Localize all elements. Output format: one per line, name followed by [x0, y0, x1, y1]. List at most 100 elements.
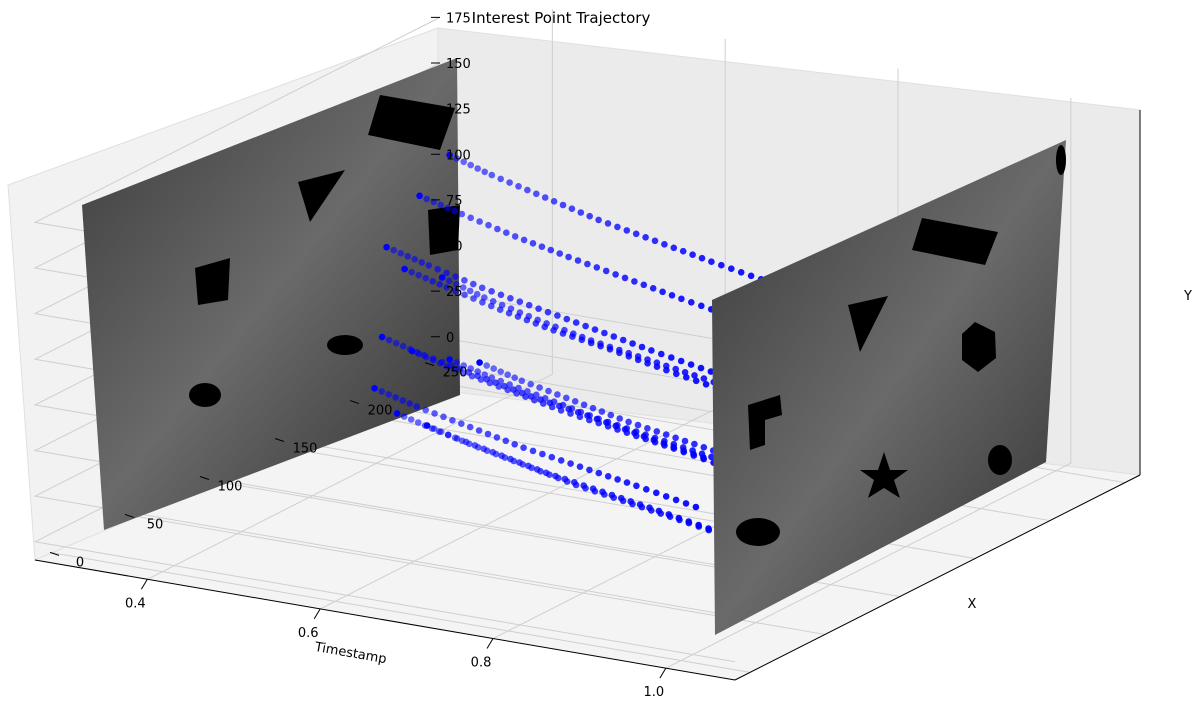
data-point — [642, 234, 649, 241]
data-point — [668, 354, 675, 361]
x-axis-label: X — [968, 597, 977, 612]
data-point — [423, 422, 431, 429]
data-point — [474, 444, 482, 451]
data-point — [606, 343, 614, 351]
data-point — [563, 315, 571, 323]
timestamp-tick — [313, 608, 321, 620]
data-point — [436, 359, 444, 367]
data-point — [548, 453, 556, 461]
data-point — [568, 405, 576, 412]
data-point — [657, 510, 664, 517]
data-point — [493, 434, 501, 441]
data-point — [572, 481, 580, 489]
data-point — [539, 450, 546, 458]
data-point — [670, 244, 678, 252]
data-point — [459, 284, 467, 291]
data-point — [612, 271, 619, 278]
data-point — [681, 437, 689, 445]
data-point — [577, 408, 585, 416]
data-point — [591, 326, 599, 333]
data-point — [602, 267, 610, 275]
data-point — [495, 383, 503, 390]
data-point — [700, 444, 708, 451]
data-point — [662, 431, 670, 438]
x-tick — [424, 362, 435, 367]
data-point — [595, 216, 602, 224]
data-point — [670, 440, 678, 448]
data-point — [458, 437, 466, 445]
data-point — [648, 507, 655, 514]
data-point — [563, 478, 571, 485]
data-point — [470, 295, 477, 302]
data-point — [565, 253, 572, 261]
data-point — [658, 350, 665, 358]
data-point — [488, 288, 495, 295]
data-point — [623, 479, 631, 486]
data-point — [689, 251, 696, 258]
data-point — [614, 223, 621, 231]
timestamp-tick-label: 0.4 — [125, 596, 146, 611]
data-point — [515, 384, 522, 392]
data-point — [614, 476, 621, 483]
data-point — [474, 165, 482, 172]
shape-triangle — [298, 170, 345, 222]
data-point — [498, 301, 506, 309]
data-point — [653, 489, 660, 497]
chart-title: Interest Point Trajectory — [472, 9, 651, 27]
data-point — [661, 241, 668, 248]
data-point — [653, 359, 661, 367]
data-point — [632, 230, 640, 238]
data-point — [688, 299, 695, 306]
data-point — [529, 240, 537, 247]
data-point — [423, 195, 431, 203]
timestamp-tick-label: 1.0 — [644, 685, 665, 700]
data-point — [571, 398, 579, 405]
data-point — [555, 474, 562, 482]
data-point — [557, 457, 565, 464]
timestamp-tick — [486, 638, 494, 649]
data-point — [474, 368, 482, 375]
shape-square — [428, 205, 460, 255]
data-point — [535, 305, 542, 313]
x-gridline — [49, 551, 751, 673]
data-point — [478, 284, 486, 292]
data-point — [634, 353, 642, 360]
shape-oval — [736, 518, 780, 546]
data-point — [484, 430, 492, 438]
shape-oval — [327, 335, 363, 355]
data-point — [683, 374, 690, 381]
data-point — [692, 377, 700, 385]
data-point — [543, 320, 550, 327]
data-point — [371, 385, 378, 392]
data-point — [601, 491, 608, 498]
data-point — [408, 347, 416, 355]
data-point — [528, 464, 535, 472]
data-point — [486, 379, 494, 387]
data-point — [595, 469, 603, 477]
data-point — [392, 394, 400, 401]
data-point — [659, 288, 666, 296]
data-point — [467, 161, 475, 169]
data-point — [531, 396, 538, 404]
data-point — [476, 359, 483, 366]
data-point — [604, 418, 612, 426]
x-tick — [124, 513, 135, 518]
x-tick-label: 100 — [218, 479, 243, 494]
x-tick — [349, 400, 360, 405]
data-point — [483, 362, 491, 369]
data-point — [572, 319, 580, 326]
data-point — [536, 384, 543, 391]
x-tick-label: 150 — [293, 442, 318, 457]
x-tick-label: 200 — [368, 404, 393, 419]
timestamp-tick-label: 0.8 — [471, 656, 492, 671]
x-gridline — [124, 513, 826, 635]
data-point — [524, 186, 531, 194]
data-point — [443, 269, 450, 277]
data-point — [507, 305, 515, 313]
data-point — [518, 377, 526, 385]
data-point — [568, 205, 576, 212]
data-point — [685, 519, 693, 527]
data-point — [584, 260, 591, 268]
data-point — [452, 280, 460, 288]
data-point — [453, 155, 461, 162]
